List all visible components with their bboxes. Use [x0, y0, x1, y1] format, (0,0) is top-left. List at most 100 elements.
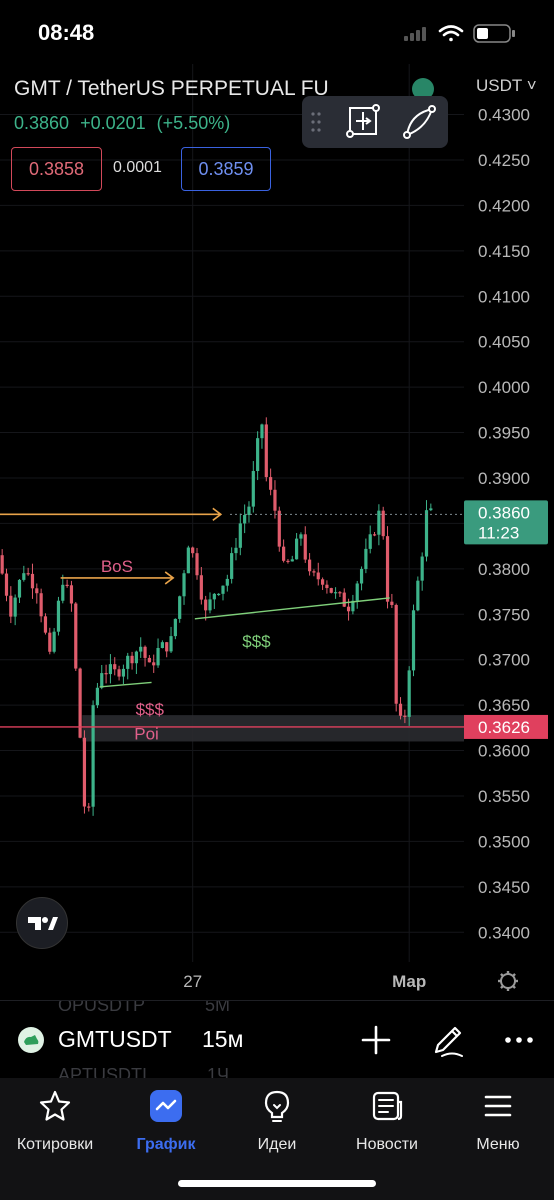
y-tick-label: 0.3950 [478, 424, 530, 443]
candle-body [126, 655, 130, 669]
drawing-toolbar [302, 96, 448, 148]
symbol-button[interactable]: GMTUSDT [58, 1026, 172, 1052]
y-tick-label: 0.3500 [478, 832, 530, 851]
candle-body [312, 571, 316, 573]
annotation-trendline [194, 597, 390, 620]
y-tick-label: 0.4150 [478, 242, 530, 261]
symbol-title[interactable]: GMT / TetherUS PERPETUAL FU [14, 77, 329, 100]
candle-body [273, 489, 277, 511]
currency-select[interactable]: USDT ˅ [476, 76, 537, 95]
y-tick-label: 0.4050 [478, 333, 530, 352]
nav-chart[interactable]: График [111, 1088, 221, 1158]
poi-zone [82, 715, 465, 742]
y-tick-label: 0.3700 [478, 651, 530, 670]
countdown-label: 11:23 [478, 523, 519, 542]
status-time: 08:48 [38, 20, 95, 45]
star-icon [39, 1090, 71, 1121]
price-change-pct: (+5.50%) [156, 113, 231, 133]
candle-body [199, 575, 203, 600]
nav-label: График [136, 1136, 196, 1153]
candle-body [35, 588, 39, 594]
candle-body [394, 604, 398, 704]
ghost-watchlist-row: APTUSDTI 1Ч [58, 1065, 289, 1079]
candle-body [290, 559, 294, 562]
candle-body [247, 506, 251, 516]
nav-menu[interactable]: Меню [443, 1088, 553, 1158]
candle-body [195, 553, 199, 576]
candle-body [186, 547, 190, 574]
measure-tool-icon[interactable] [342, 100, 386, 144]
candle-body [113, 664, 117, 670]
add-icon[interactable] [354, 1018, 398, 1062]
news-icon [372, 1091, 403, 1121]
y-tick-label: 0.3550 [478, 787, 530, 806]
candle-body [295, 538, 299, 560]
candle-body [87, 806, 91, 808]
price-change: +0.0201 [80, 113, 146, 133]
candle-body [182, 573, 186, 597]
nav-quotes[interactable]: Котировки [0, 1088, 110, 1158]
candle-body [372, 534, 377, 536]
price-chart[interactable]: 0.4300 0.4250 0.4200 0.4150 0.4100 0.4050 0.40… [0, 64, 554, 1000]
candle-body [204, 599, 208, 611]
candle-body [338, 592, 342, 594]
candle-body [420, 556, 424, 581]
last-price: 0.3860 [14, 113, 70, 133]
nav-ideas[interactable]: Идеи [222, 1088, 332, 1158]
annotation-label: BoS [101, 557, 133, 576]
candle-body [424, 510, 429, 557]
candle-body [282, 546, 286, 561]
candle-body [269, 477, 273, 490]
candle-body [221, 585, 225, 594]
chart-area[interactable]: 0.4300 0.4250 0.4200 0.4150 0.4100 0.4050 0.40… [0, 64, 554, 1000]
nav-label: Идеи [257, 1136, 297, 1153]
ghost-symbol: OPUSDTP [58, 1000, 146, 1015]
candle-body [91, 705, 95, 807]
ghost-interval: 5М [205, 1000, 231, 1015]
market-status-icon [412, 78, 434, 100]
buy-price-button[interactable]: 0.3859 [181, 147, 271, 191]
candle-body [43, 616, 48, 633]
candle-body [307, 559, 312, 572]
tradingview-icon [28, 917, 58, 930]
y-tick-label: 0.4250 [478, 151, 530, 170]
x-tick-label: Мар [392, 972, 426, 991]
y-tick-label: 0.3900 [478, 469, 530, 488]
candle-body [139, 646, 143, 652]
candle-body [260, 424, 264, 439]
candle-body [299, 534, 303, 539]
candle-body [78, 668, 82, 738]
candle-body [17, 579, 22, 598]
tradingview-logo[interactable] [16, 897, 68, 949]
interval-button[interactable]: 15м [202, 1026, 244, 1052]
sell-price-button[interactable]: 0.3858 [11, 147, 102, 191]
lightbulb-icon [264, 1090, 290, 1122]
drag-handle-icon[interactable] [310, 110, 322, 134]
candle-body [316, 572, 320, 580]
status-icons [404, 24, 515, 43]
candle-body [217, 593, 221, 596]
candle-body [104, 673, 108, 675]
nav-news[interactable]: Новости [332, 1088, 442, 1158]
chart-settings-icon[interactable] [498, 971, 518, 991]
level-price-badge [464, 714, 548, 739]
brush-tool-icon[interactable] [398, 100, 442, 144]
candle-body [61, 584, 65, 601]
candle-body [30, 573, 35, 589]
candle-body [377, 510, 381, 535]
candle-body [225, 578, 229, 586]
candle-body [130, 655, 134, 664]
candle-body [160, 642, 164, 648]
ghost-symbol: APTUSDTI [58, 1065, 148, 1079]
candle-body [234, 547, 238, 554]
candle-body [351, 600, 355, 612]
candle-body [191, 547, 195, 554]
chart-icon [150, 1090, 182, 1122]
candle-body [398, 703, 403, 716]
nav-label: Меню [476, 1136, 520, 1153]
symbol-logo-icon [18, 1027, 44, 1053]
draw-pen-icon[interactable] [426, 1018, 470, 1062]
more-icon[interactable] [497, 1018, 541, 1062]
candle-body [238, 523, 242, 548]
menu-icon [484, 1095, 512, 1117]
